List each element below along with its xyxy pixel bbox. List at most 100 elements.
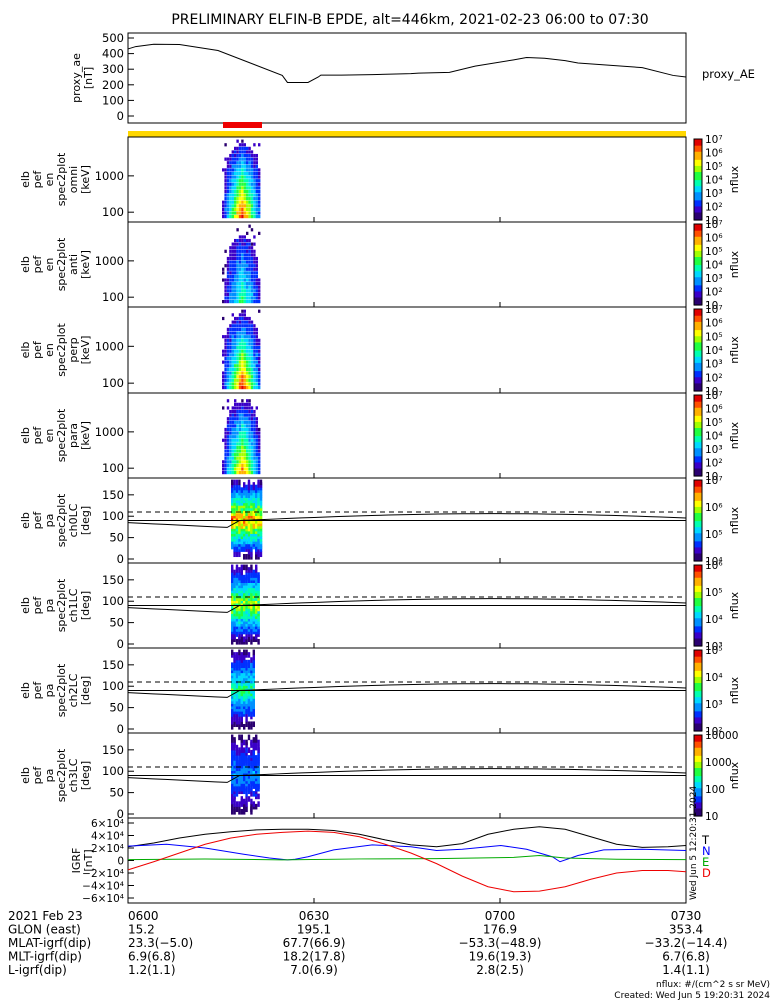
pa-panel-ylabel: elb pef pa spec2plot ch2LC [deg] (19, 663, 92, 717)
spectrogram-cell (229, 356, 232, 361)
ephemeris-row-value: 0600 (128, 909, 159, 923)
spectrogram-cell (224, 285, 227, 289)
spectrogram-cell (236, 161, 239, 165)
spectrogram-cell (258, 449, 261, 453)
spectrogram-cell (236, 360, 239, 364)
ytick-label: 100 (102, 594, 124, 608)
spectrogram-cell (246, 285, 249, 289)
colorbar-cell (694, 621, 702, 625)
spectrogram-cell (241, 253, 244, 257)
spectrogram-cell (243, 636, 246, 643)
ephemeris-row-value: 0700 (485, 909, 516, 923)
spectrogram-cell (248, 296, 251, 300)
spectrogram-cell (246, 456, 249, 460)
colorbar-cell (694, 143, 702, 146)
spectrogram-cell (243, 282, 246, 286)
colorbar-cell (694, 771, 702, 775)
colorbar-cell (694, 313, 702, 316)
spectrogram-cell (226, 382, 230, 386)
energy-panel-frame (127, 221, 687, 308)
spectrogram-cell (255, 200, 258, 204)
spectrogram-cell (245, 755, 248, 761)
ephemeris-row-value: 0630 (299, 909, 330, 923)
colorbar-cell (694, 211, 702, 215)
spectrogram-cell (222, 300, 225, 304)
spectrogram-cell (253, 346, 256, 350)
ylabel-line: IGRF (70, 848, 83, 874)
spectrogram-cell (236, 327, 239, 332)
spectrogram-cell (252, 737, 255, 743)
spectrogram-cell (250, 246, 254, 250)
spectrogram-cell (236, 186, 239, 190)
spectrogram-cell (234, 153, 237, 158)
spectrogram-cell (234, 420, 237, 424)
spectrogram-cell (236, 456, 239, 460)
colorbar-cell (694, 254, 702, 257)
colorbar-tick-label: 10² (705, 372, 723, 384)
colorbar-cell (694, 583, 702, 586)
spectrogram-cell (234, 193, 237, 197)
loss-cone-line (127, 513, 687, 528)
spectrogram-cell (252, 636, 255, 643)
spectrogram-cell (234, 442, 237, 446)
spectrogram-cell (226, 346, 230, 350)
spectrogram-cell (222, 471, 225, 475)
colorbar-cell (694, 246, 702, 249)
spectrogram-cell (234, 413, 237, 417)
spectrogram-cell (248, 413, 251, 417)
colorbar-cell (694, 567, 702, 570)
spectrogram-cell (231, 153, 234, 158)
spectrogram-cell (231, 331, 234, 335)
spectrogram-cell (255, 197, 258, 201)
colorbar-cell (694, 248, 702, 251)
colorbar-tick-label: 10⁴ (705, 672, 723, 684)
spectrogram-cell (255, 171, 258, 176)
spectrogram-cell (238, 249, 242, 253)
spectrogram-cell (240, 487, 243, 493)
spectrogram-cell (246, 442, 249, 446)
spectrogram-cell (243, 186, 246, 190)
colorbar-cell (694, 292, 702, 296)
spectrogram-cell (246, 431, 249, 435)
spectrogram-cell (253, 435, 256, 439)
spectrogram-cell (229, 175, 232, 179)
ylabel-line: ch2LC (67, 673, 80, 707)
colorbar-cell (694, 809, 702, 813)
spectrogram-cell (238, 168, 242, 172)
spectrogram-cell (238, 757, 241, 764)
spectrogram-cell (224, 453, 227, 457)
spectrogram-cell (238, 316, 242, 321)
spectrogram-cell (255, 282, 258, 286)
spectrogram-cell (246, 424, 249, 428)
spectrogram-cell (229, 249, 232, 253)
colorbar-tick-label: 10³ (705, 188, 723, 200)
spectrogram-cell (250, 657, 253, 663)
colorbar-cell (694, 195, 702, 199)
colorbar-cell (694, 524, 702, 528)
colorbar-cell (694, 623, 702, 627)
spectrogram-cell (238, 171, 242, 176)
colorbar-cell (694, 431, 702, 435)
spectrogram-cell (236, 463, 239, 468)
ylabel-line: en (43, 173, 56, 187)
spectrogram-cell (231, 431, 234, 435)
colorbar-cell (694, 660, 702, 663)
spectrogram-cell (243, 168, 246, 172)
ytick-label: 100 (102, 509, 124, 523)
spectrogram-cell (250, 296, 254, 300)
spectrogram-cell (241, 420, 244, 424)
spectrogram-cell (226, 367, 230, 372)
colorbar-cell (694, 401, 702, 404)
spectrogram-cell (255, 734, 258, 741)
spectrogram-cell (252, 482, 255, 488)
colorbar-tick-label: 10⁴ (705, 345, 723, 357)
spectrogram-cell (229, 424, 232, 428)
colorbar-cell (694, 364, 702, 367)
colorbar-cell (694, 767, 702, 771)
colorbar-cell (694, 461, 702, 465)
spectrogram-cell (250, 360, 254, 364)
ylabel-line: pef (31, 426, 44, 445)
colorbar-cell (694, 417, 702, 420)
